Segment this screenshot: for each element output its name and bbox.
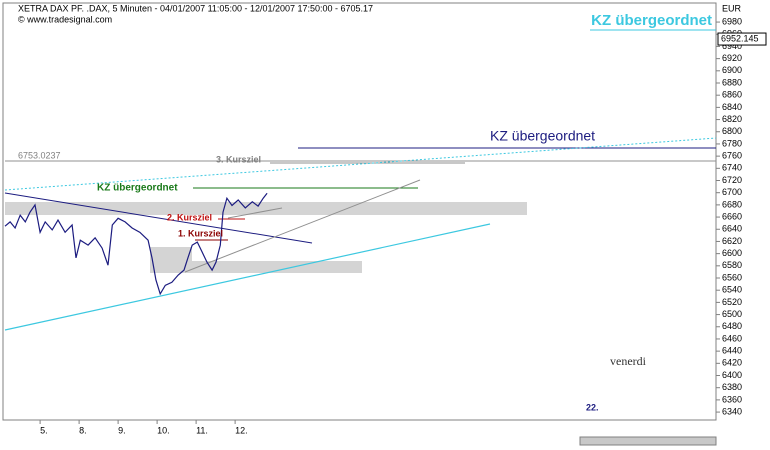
annotation: 6753.0237	[18, 150, 61, 160]
annotation: KZ übergeordnet	[490, 128, 595, 144]
y-tick-label: 6940	[722, 41, 742, 51]
trend-line	[4, 223, 491, 331]
y-tick-label: 6640	[722, 224, 742, 234]
y-tick-label: 6680	[722, 199, 742, 209]
y-tick-label: 6560	[722, 272, 742, 282]
y-tick-label: 6420	[722, 358, 742, 368]
x-tick-label: 5.	[40, 425, 48, 435]
annotation: 3. Kursziel	[216, 154, 261, 164]
y-tick-label: 6500	[722, 309, 742, 319]
x-tick-label: 9.	[118, 425, 126, 435]
y-tick-label: 6980	[722, 16, 742, 26]
y-tick-label: 6760	[722, 151, 742, 161]
y-unit: EUR	[722, 3, 742, 13]
last-price-label: 6952.145	[721, 33, 759, 43]
y-tick-label: 6380	[722, 382, 742, 392]
y-tick-label: 6880	[722, 77, 742, 87]
y-tick-label: 6700	[722, 187, 742, 197]
annotation: 2. Kursziel	[167, 212, 212, 222]
trend-line	[184, 179, 421, 273]
y-tick-label: 6520	[722, 297, 742, 307]
y-tick-label: 6400	[722, 370, 742, 380]
corner-label: KZ übergeordnet	[591, 12, 712, 29]
y-tick-label: 6740	[722, 163, 742, 173]
y-tick-label: 6360	[722, 394, 742, 404]
y-tick-label: 6580	[722, 260, 742, 270]
x-tick-label: 11.	[196, 425, 208, 435]
y-tick-label: 6820	[722, 114, 742, 124]
scrollbar[interactable]	[579, 436, 717, 446]
y-tick-label: 6860	[722, 90, 742, 100]
trend-line	[4, 137, 717, 191]
y-tick-label: 6540	[722, 285, 742, 295]
y-tick-label: 6600	[722, 248, 742, 258]
y-tick-label: 6920	[722, 53, 742, 63]
zone	[150, 247, 192, 261]
y-tick-label: 6900	[722, 65, 742, 75]
y-tick-label: 6460	[722, 333, 742, 343]
y-tick-label: 6780	[722, 138, 742, 148]
x-tick-label: 8.	[79, 425, 87, 435]
chart-title: XETRA DAX PF. .DAX, 5 Minuten - 04/01/20…	[18, 3, 373, 13]
last-price-box	[717, 32, 767, 46]
zone	[5, 202, 527, 215]
price-line	[4, 192, 268, 296]
trend-line	[4, 192, 313, 244]
x-tick-label: 10.	[157, 425, 170, 435]
annotation: KZ übergeordnet	[97, 183, 178, 194]
annotation: venerdi	[610, 354, 647, 368]
annotation: 22.	[586, 402, 599, 412]
y-tick-label: 6660	[722, 211, 742, 221]
x-tick-label: 12.	[235, 425, 248, 435]
y-tick-label: 6440	[722, 346, 742, 356]
trend-line	[227, 207, 283, 219]
y-tick-label: 6480	[722, 321, 742, 331]
y-tick-label: 6720	[722, 175, 742, 185]
chart-subtitle: © www.tradesignal.com	[18, 14, 112, 24]
y-tick-label: 6840	[722, 102, 742, 112]
annotation: 1. Kursziel	[178, 228, 223, 238]
y-tick-label: 6620	[722, 236, 742, 246]
y-tick-label: 6800	[722, 126, 742, 136]
y-tick-label: 6340	[722, 406, 742, 416]
